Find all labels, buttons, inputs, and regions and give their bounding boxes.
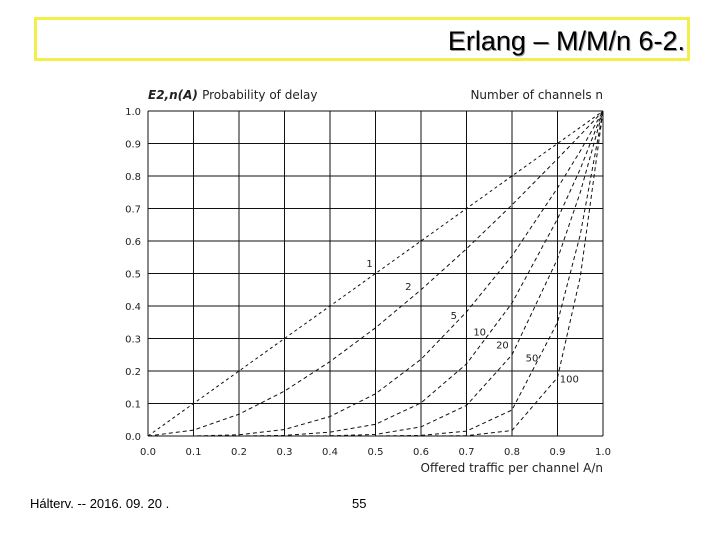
x-tick-label: 0.7 [459,447,475,458]
series-line-1 [147,110,604,437]
series-line-10 [148,110,604,437]
y-tick-label: 0.6 [125,237,141,248]
y-tick-label: 0.0 [125,432,141,443]
x-tick-label: 1.0 [595,447,611,458]
x-tick-label: 0.4 [322,447,338,458]
series-line-5 [148,110,604,437]
title-box: Erlang – M/M/n 6-2. [34,17,690,61]
y-axis-label: E2,n(A) Probability of delay [148,88,318,102]
y-tick-label: 0.2 [125,367,141,378]
curve-label-2: 2 [405,282,411,293]
x-tick-label: 0.0 [140,447,156,458]
x-tick-label: 0.9 [550,447,566,458]
y-tick-label: 0.7 [125,205,141,216]
y-tick-label: 0.5 [125,270,141,281]
series-line-2 [147,110,604,437]
curve-label-50: 50 [526,353,539,364]
x-tick-label: 0.6 [413,447,429,458]
x-tick-label: 0.2 [231,447,247,458]
slide-title: Erlang – M/M/n 6-2. [447,26,685,56]
y-tick-label: 0.3 [125,335,141,346]
x-tick-label: 0.1 [186,447,202,458]
curve-label-5: 5 [451,311,457,322]
page-number: 55 [352,496,367,511]
y-tick-label: 0.9 [125,140,141,151]
x-tick-label: 0.8 [504,447,520,458]
y-tick-label: 0.1 [125,400,141,411]
curve-label-1: 1 [366,259,372,270]
y-tick-label: 1.0 [125,107,141,118]
x-tick-label: 0.5 [368,447,384,458]
curve-label-10: 10 [473,327,486,338]
y-tick-label: 0.4 [125,302,141,313]
series-line-100 [148,110,604,437]
x-axis-label: Offered traffic per channel A/n [421,461,604,475]
footer-text: Hálterv. -- 2016. 09. 20 . [30,496,170,511]
curve-label-20: 20 [496,340,509,351]
y-tick-label: 0.8 [125,172,141,183]
x-tick-label: 0.3 [277,447,293,458]
legend-title: Number of channels n [470,88,603,102]
curve-label-100: 100 [560,374,579,385]
